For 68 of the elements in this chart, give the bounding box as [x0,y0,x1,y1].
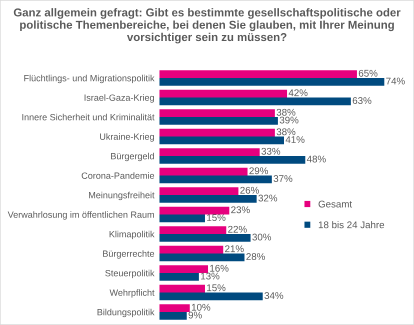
y-tick-label: Israel-Gaza-Krieg [84,94,154,103]
bar [159,312,187,320]
bar [159,187,238,195]
legend-label: Gesamt [318,200,352,208]
bar [159,195,257,203]
data-label: 32% [258,194,278,202]
bar [159,90,288,98]
data-label: 38% [276,108,296,116]
y-tick-label: Steuerpolitik [105,270,155,278]
bar [159,128,275,136]
data-label: 26% [240,186,259,194]
data-label: 23% [231,206,250,214]
data-label: 37% [274,175,292,182]
bar [159,254,244,262]
bar [159,234,251,242]
y-tick-label: Verwahrlosung im öffentlichen Raum [8,211,154,220]
bar [159,214,205,222]
data-label: 39% [280,116,298,124]
data-label: 28% [246,253,265,260]
legend-label: 18 bis 24 Jahre [318,221,384,228]
data-label: 22% [228,226,247,233]
y-tick-label: Innere Sicherheit und Kriminalität [22,114,154,120]
bar [159,273,199,281]
data-label: 10% [192,304,210,311]
bar [159,226,226,234]
data-label: 16% [210,264,229,272]
bar [159,292,263,300]
bar [159,265,208,273]
y-tick-label: Bürgerrechte [103,250,154,259]
y-tick-label: Wehrpflicht [110,289,154,298]
bar [159,98,351,106]
data-label: 15% [207,214,226,222]
bar [159,246,224,254]
data-label: 13% [201,272,220,280]
data-label: 15% [207,284,226,292]
data-label: 48% [306,156,326,163]
data-label: 65% [358,70,378,77]
y-tick-label: Bürgergeld [111,152,154,162]
bar [159,156,306,164]
bar [159,109,275,117]
bar [159,117,278,125]
data-label: 33% [261,148,280,155]
y-tick-label: Bildungspolitik [98,308,155,318]
bar [159,168,248,176]
data-label: 9% [188,312,202,319]
data-label: 42% [288,89,308,96]
y-tick-label: Flüchtlings- und Migrationspolitik [24,74,155,84]
bar [159,70,357,78]
data-label: 21% [225,245,244,252]
bar [159,136,284,144]
data-label: 30% [252,234,272,241]
y-tick-label: Corona-Pandemie [82,172,154,179]
y-tick-label: Klimapolitik [110,230,155,240]
bar [159,304,190,312]
data-label: 38% [276,128,296,136]
bar [159,176,272,184]
data-label: 34% [264,292,284,300]
bar [159,78,384,86]
bar [159,148,260,156]
data-label: 41% [286,136,305,143]
y-tick-label: Ukraine-Krieg [100,133,154,142]
data-label: 29% [249,167,268,174]
bar [159,284,205,292]
data-label: 63% [352,97,372,104]
data-label: 74% [386,78,405,84]
bar [159,206,230,214]
chart-title: Ganz allgemein gefragt: Gibt es bestimmte gesellschaftspolitische oder politische Themenbereiche, bei denen Sie glauben, mit Ihrer Meinung vorsichtiger sein zu müssen? [14,8,401,44]
y-tick-label: Meinungsfreiheit [89,192,154,200]
